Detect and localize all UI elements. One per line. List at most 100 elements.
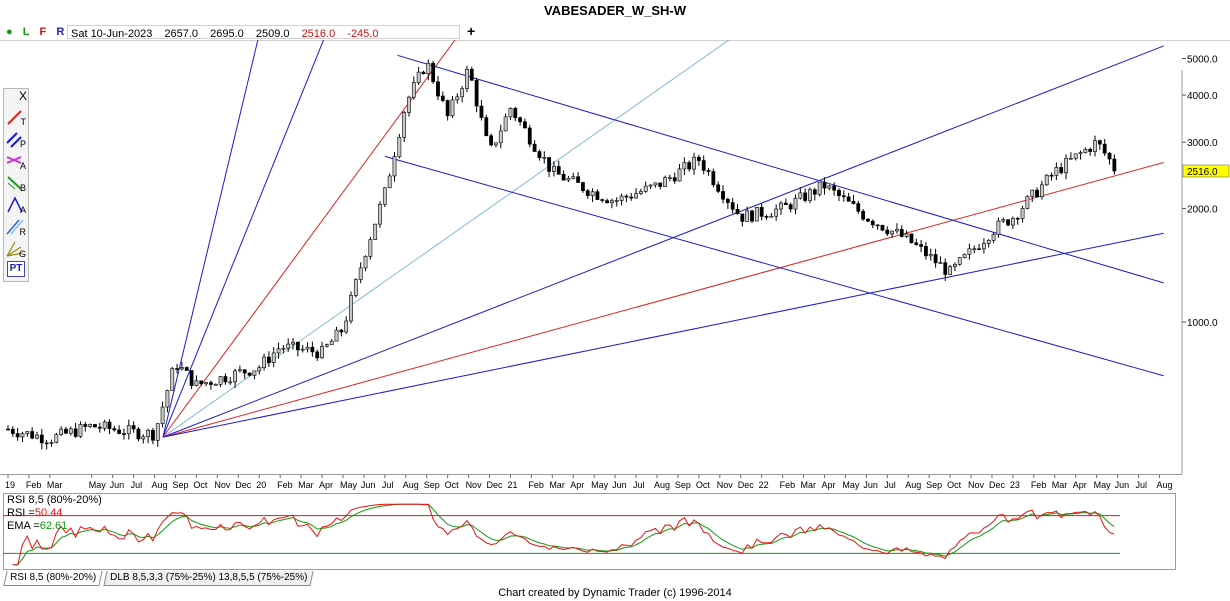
flag-f[interactable]: F <box>39 26 47 38</box>
x-tick-label: 22 <box>759 480 769 490</box>
candle-body <box>899 229 904 237</box>
x-tick-label: Apr <box>319 480 333 490</box>
candle-body <box>242 369 247 374</box>
candle-body <box>407 96 411 113</box>
candle-body <box>643 185 648 192</box>
y-tick-label: 4000.0 <box>1187 91 1218 102</box>
candle-body <box>605 200 609 204</box>
drawn-lines <box>162 40 1164 438</box>
tab-dlb[interactable]: DLB 8,5,3,3 (75%-25%) 13,8,5,5 (75%-25%) <box>103 571 314 586</box>
candle-body <box>943 262 948 275</box>
candle-body <box>629 196 634 199</box>
gann-fan-tool[interactable]: G <box>5 239 27 259</box>
candle-body <box>199 380 204 385</box>
parallel-tool[interactable]: P <box>5 129 27 149</box>
candle-body <box>218 376 223 385</box>
flag-r[interactable]: R <box>56 26 65 38</box>
trendline-tool[interactable]: T <box>5 107 27 127</box>
status-dot-icon: ● <box>6 26 13 38</box>
drawing-toolbox: X T P A B A R G PT <box>3 88 29 282</box>
candle-body <box>102 421 107 429</box>
candle-body <box>600 199 605 201</box>
candle-body <box>503 116 508 132</box>
rsi-chart[interactable] <box>3 493 1176 570</box>
toolbox-close-button[interactable]: X <box>5 89 27 105</box>
chart-mode-flags[interactable]: ● L F R <box>6 24 71 40</box>
ray-tool[interactable]: R <box>5 217 27 237</box>
candle-body <box>890 230 895 235</box>
x-tick-label: Dec <box>989 480 1006 490</box>
tab-rsi[interactable]: RSI 8,5 (80%-20%) <box>3 571 103 586</box>
candle-body <box>919 244 923 247</box>
bar-change: -245.0 <box>347 28 379 40</box>
x-tick-label: Jul <box>884 480 896 490</box>
tab-label: DLB 8,5,3,3 (75%-25%) 13,8,5,5 (75%-25%) <box>110 572 308 583</box>
x-tick-label: Mar <box>801 480 817 490</box>
candle-body <box>44 442 49 445</box>
candle-body <box>247 372 252 376</box>
andrews-tool[interactable]: A <box>5 151 27 171</box>
candle-body <box>692 156 696 170</box>
candle-body <box>271 352 276 363</box>
price-time-tool[interactable]: PT <box>7 261 25 277</box>
candle-body <box>508 108 513 118</box>
candle-body <box>750 210 754 222</box>
candle-body <box>1088 148 1093 152</box>
x-axis-band <box>0 474 1182 492</box>
bar-close: 2516.0 <box>301 28 336 40</box>
candle-body <box>54 434 59 443</box>
channel-line <box>384 155 1164 377</box>
candle-body <box>721 191 725 200</box>
candle-body <box>204 382 208 385</box>
arc-tool[interactable]: A <box>5 195 27 215</box>
x-tick-label: Apr <box>821 480 835 490</box>
candle-body <box>788 204 793 210</box>
x-tick-label: 19 <box>5 480 15 490</box>
price-chart[interactable]: 5000.0 4000.0 3000.0 2000.0 1000.0 2516.0 19 Fe… <box>0 40 1230 492</box>
candle-body <box>585 190 590 196</box>
x-tick-label: Nov <box>717 480 734 490</box>
candle-body <box>895 229 899 232</box>
candle-body <box>962 253 967 258</box>
candle-body <box>450 99 455 117</box>
x-tick-label: May <box>842 480 860 490</box>
candle-body <box>136 428 141 440</box>
candle-body <box>112 428 117 431</box>
candle-body <box>822 182 827 189</box>
tool-label: A <box>19 161 26 171</box>
candle-body <box>866 218 870 222</box>
candle-body <box>349 295 353 322</box>
candle-body <box>237 369 242 372</box>
x-tick-label: Aug <box>654 480 670 490</box>
candle-body <box>286 343 291 349</box>
tab-label: RSI 8,5 (80%-20%) <box>10 572 97 583</box>
candle-body <box>851 200 856 204</box>
ema-line <box>12 503 1115 566</box>
candle-body <box>933 254 938 264</box>
flag-l[interactable]: L <box>22 26 30 38</box>
candle-body <box>252 370 257 376</box>
candle-body <box>165 390 170 408</box>
bar-info-box: Sat 10-Jun-2023 2657.0 2695.0 2509.0 251… <box>67 25 460 40</box>
candle-body <box>498 130 503 144</box>
x-tick-label: Jul <box>1136 480 1148 490</box>
candle-body <box>223 376 228 383</box>
candle-body <box>358 267 363 280</box>
x-tick-label: May <box>591 480 609 490</box>
candle-body <box>155 423 160 441</box>
fan-line <box>162 45 1164 438</box>
candle-body <box>257 367 262 372</box>
candle-body <box>78 424 83 437</box>
candle-body <box>64 428 68 434</box>
add-button[interactable]: + <box>467 23 476 39</box>
x-tick-label: Feb <box>528 480 544 490</box>
rsi-readout: RSI =50.44 <box>7 507 102 520</box>
x-tick-label: Oct <box>445 480 460 490</box>
candle-body <box>518 117 523 123</box>
band-tool[interactable]: B <box>5 173 27 193</box>
candle-body <box>812 189 817 195</box>
candle-body <box>856 203 861 212</box>
candle-body <box>706 170 711 172</box>
candle-body <box>783 202 788 205</box>
tool-label: P <box>19 139 26 149</box>
